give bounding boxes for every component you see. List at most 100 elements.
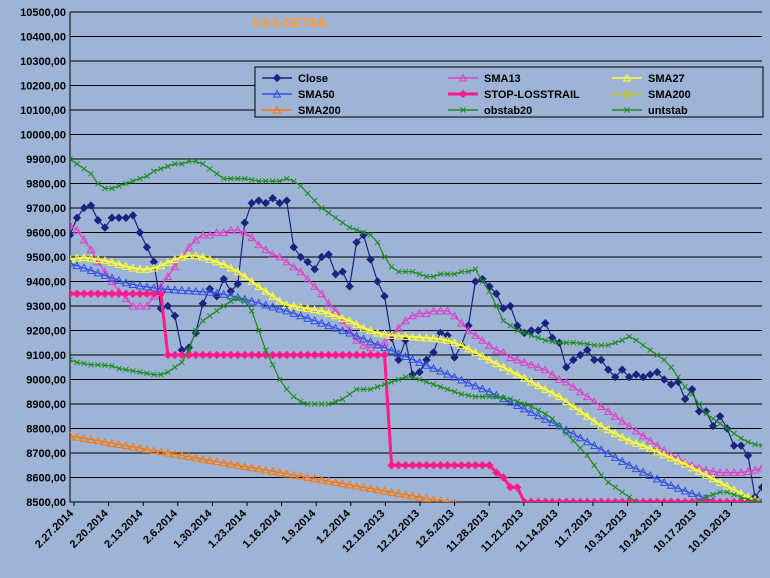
series-sma50-point — [289, 308, 299, 317]
series-sma27-point — [596, 421, 606, 430]
series-untstab-point — [360, 386, 367, 393]
series-close-point — [121, 213, 131, 223]
series-obstab20-point — [192, 158, 199, 165]
series-sma13-point — [282, 257, 292, 266]
series-sma13-point — [520, 357, 529, 366]
series-close-point — [338, 267, 347, 276]
series-sma27-point — [70, 254, 75, 263]
series-close-point — [659, 375, 669, 384]
series-sma200-point — [437, 496, 444, 502]
y-tick-label: 10500,00 — [20, 7, 66, 19]
series-stop-losstrail-point — [429, 461, 438, 470]
legend-label: SMA27 — [648, 73, 685, 85]
series-sma13-point — [492, 345, 501, 354]
series-close-point — [492, 289, 501, 298]
series-stop-losstrail-point — [436, 461, 445, 470]
series-sma13-point — [233, 225, 243, 234]
series-sma50-point — [177, 285, 187, 294]
series-stop-losstrail-point — [583, 497, 592, 502]
series-sma50-point — [135, 281, 145, 290]
series-close-point — [282, 196, 291, 205]
series-untstab-point — [619, 489, 626, 496]
series-sma50-point — [533, 411, 543, 420]
series-stop-losstrail-point — [590, 497, 599, 502]
series-close-point — [694, 407, 704, 416]
series-sma27-point — [296, 302, 306, 311]
series-sma13-point — [247, 232, 257, 241]
series-sma50-point — [443, 369, 452, 378]
series-sma27-point — [394, 331, 403, 340]
series-obstab20-point — [493, 303, 500, 309]
series-untstab-point — [689, 501, 695, 502]
series-sma13-point — [79, 235, 89, 244]
legend-box — [254, 66, 764, 118]
series-sma200-point — [310, 474, 319, 483]
legend-label: SMA200 — [648, 89, 691, 101]
series-sma50-point — [596, 445, 606, 454]
series-obstab20-point — [451, 271, 458, 278]
series-obstab20-point — [70, 156, 73, 162]
series-untstab-point — [70, 357, 73, 363]
series-obstab20-point — [465, 268, 472, 275]
series-obstab20-point — [507, 322, 514, 329]
series-sma27-point — [408, 332, 417, 341]
series-sma27-point — [114, 259, 124, 268]
series-close-point — [415, 367, 424, 377]
series-sma200-point — [380, 486, 389, 495]
series-sma200-point — [156, 447, 166, 456]
series-obstab20-point — [514, 327, 521, 334]
series-sma27-point — [631, 438, 641, 447]
series-sma13-point — [554, 374, 564, 383]
legend-swatch-point — [460, 107, 466, 113]
series-sma50-point — [568, 429, 578, 438]
series-stop-losstrail-point — [240, 350, 249, 360]
series-sma27-point — [345, 316, 354, 325]
series-sma27-point — [352, 319, 361, 328]
series-sma13-point — [366, 343, 375, 352]
series-stop-losstrail-point — [638, 497, 648, 502]
series-obstab20-point — [130, 178, 136, 184]
series-sma13-point — [464, 325, 473, 334]
series-stop-losstrail-point — [233, 350, 242, 360]
series-close-point — [324, 250, 333, 259]
series-obstab20-point — [381, 254, 388, 260]
series-untstab-point — [220, 303, 227, 309]
series-untstab-point — [500, 395, 507, 401]
y-tick-label: 10200,00 — [20, 81, 66, 93]
series-untstab-point — [283, 386, 290, 393]
series-sma50-point — [485, 387, 494, 396]
series-sma27-point — [205, 254, 215, 263]
series-sma50-point — [338, 325, 347, 334]
series-stop-losstrail-point — [659, 497, 669, 502]
series-sma27-point — [492, 359, 501, 368]
legend-item-sma13: SMA13 — [448, 73, 521, 85]
series-close-point — [422, 355, 431, 365]
series-obstab20 — [70, 156, 762, 449]
series-untstab-point — [577, 445, 584, 451]
series-sma50-point — [759, 507, 766, 514]
series-obstab20-point — [151, 168, 157, 175]
series-sma200-point — [177, 450, 187, 459]
series-obstab20-point — [165, 163, 171, 170]
series-sma13-point — [757, 463, 762, 472]
series-sma200-point — [149, 445, 159, 455]
series-stop-losstrail-point — [415, 461, 424, 470]
series-sma13-point — [128, 301, 138, 310]
series-close-point — [576, 350, 585, 360]
series-sma50-point — [436, 366, 445, 375]
series-close-point — [310, 265, 319, 274]
series-stop-losstrail-point — [212, 350, 221, 360]
legend-swatch-point — [624, 107, 630, 113]
series-sma27-point — [547, 388, 557, 397]
series-stop-losstrail-point — [548, 497, 557, 502]
series-obstab20-point — [486, 288, 493, 295]
series-sma13-point — [70, 220, 75, 229]
series-sma27-point — [79, 252, 89, 261]
series-sma50-point — [394, 348, 403, 358]
series-sma50-point — [226, 291, 236, 300]
series-sma200-point — [275, 468, 285, 477]
series-sma50-point — [373, 340, 382, 349]
series-close-point — [450, 353, 459, 362]
series-sma200-point — [233, 460, 243, 469]
series-obstab20-point — [605, 342, 612, 349]
